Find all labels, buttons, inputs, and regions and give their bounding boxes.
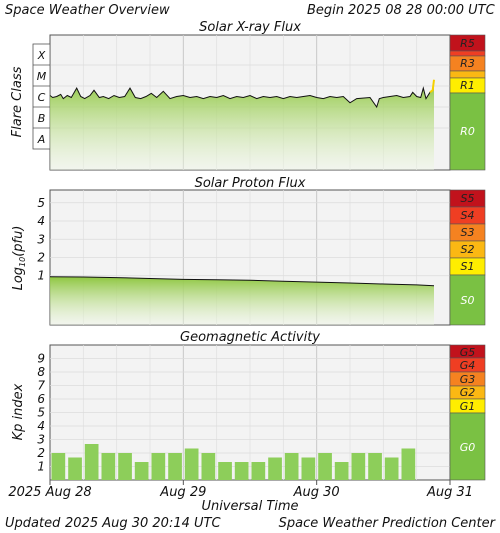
kp-tick-label: 3 bbox=[37, 433, 45, 447]
proton-flux-series bbox=[49, 276, 435, 325]
geomag-scale-g0 bbox=[449, 412, 486, 481]
geomag-title: Geomagnetic Activity bbox=[180, 330, 320, 345]
proton-title: Solar Proton Flux bbox=[195, 176, 306, 191]
kp-tick-label: 7 bbox=[37, 379, 45, 393]
proton-scale-s0-label: S0 bbox=[461, 294, 475, 307]
kp-bar bbox=[84, 444, 99, 480]
xray-panel: X M C B A Flare Class R5 R3 R1 R0 bbox=[10, 34, 486, 171]
begin-value: 2025 08 28 00:00 UTC bbox=[348, 3, 496, 18]
kp-bar bbox=[68, 457, 82, 480]
kp-bar bbox=[384, 457, 399, 480]
kp-bar bbox=[251, 462, 266, 480]
xray-flux-area bbox=[50, 79, 434, 170]
updated-label: Updated bbox=[5, 516, 61, 531]
xray-ylabel: Flare Class bbox=[10, 66, 25, 137]
x-tick-label: Aug 30 bbox=[293, 485, 340, 500]
proton-scale-s1-label: S1 bbox=[461, 260, 475, 273]
proton-flux-line bbox=[49, 276, 435, 287]
xray-flare-rise bbox=[429, 79, 435, 94]
kp-tick-label: 2 bbox=[37, 446, 45, 460]
x-tick-label: 2025 Aug 28 bbox=[8, 485, 91, 500]
kp-bar bbox=[184, 448, 199, 480]
proton-ylabel: Log10(pfu) bbox=[11, 226, 27, 291]
geomag-scale-g4-label: G4 bbox=[460, 359, 476, 372]
proton-panel: 1 2 3 4 5 Log10(pfu) S5 S4 S3 S2 S1 S0 bbox=[11, 189, 486, 326]
geomag-scale: G5 G4 G3 G2 G1 G0 bbox=[449, 344, 486, 481]
overview-title: Space Weather Overview bbox=[5, 3, 170, 18]
xray-class-m: M bbox=[37, 70, 47, 83]
kp-bar bbox=[318, 453, 332, 480]
xray-scale-r2 bbox=[449, 70, 486, 79]
geomag-scale-g2-label: G2 bbox=[460, 386, 476, 399]
kp-tick-label: 9 bbox=[37, 352, 45, 366]
updated-value: 2025 Aug 30 20:14 UTC bbox=[65, 516, 221, 531]
xray-scale-r1-label: R1 bbox=[460, 79, 475, 92]
center-name: Space Weather Prediction Center bbox=[279, 516, 497, 531]
kp-bar bbox=[101, 453, 116, 480]
geomag-scale-g0-label: G0 bbox=[460, 441, 476, 454]
kp-bar bbox=[201, 453, 216, 480]
geomag-gridlines bbox=[50, 345, 450, 480]
proton-y-ticks: 1 2 3 4 5 bbox=[37, 196, 45, 283]
xray-scale-r0 bbox=[449, 92, 486, 171]
kp-bar bbox=[351, 453, 366, 480]
geomag-ylabel: Kp index bbox=[11, 383, 26, 440]
xray-class-a: A bbox=[37, 133, 46, 146]
proton-tick-label: 4 bbox=[37, 214, 45, 228]
kp-bar bbox=[234, 462, 249, 480]
kp-tick-label: 1 bbox=[37, 460, 45, 474]
xray-class-x: X bbox=[37, 49, 46, 62]
kp-bar bbox=[401, 448, 416, 480]
x-tick-label: Aug 29 bbox=[159, 485, 206, 500]
xray-class-b: B bbox=[38, 112, 46, 125]
kp-bar bbox=[218, 462, 232, 480]
geomag-scale-g1-label: G1 bbox=[460, 400, 476, 413]
xray-scale-r3-label: R3 bbox=[460, 57, 475, 70]
proton-scale-s0 bbox=[449, 274, 486, 326]
proton-flux-area bbox=[50, 276, 434, 325]
xray-flux-series bbox=[49, 79, 435, 170]
xray-scale: R5 R3 R1 R0 bbox=[449, 34, 486, 171]
kp-tick-label: 4 bbox=[37, 419, 45, 433]
proton-scale: S5 S4 S3 S2 S1 S0 bbox=[449, 189, 486, 326]
begin-label: Begin bbox=[307, 3, 344, 18]
proton-scale-s4-label: S4 bbox=[461, 209, 475, 222]
kp-tick-label: 6 bbox=[37, 392, 45, 406]
geomag-scale-g3-label: G3 bbox=[460, 373, 476, 386]
kp-bar bbox=[118, 453, 132, 480]
proton-tick-label: 1 bbox=[37, 269, 45, 283]
proton-tick-label: 2 bbox=[37, 251, 45, 265]
kp-bar bbox=[151, 453, 166, 480]
kp-bar bbox=[51, 453, 66, 480]
proton-scale-s3-label: S3 bbox=[461, 226, 475, 239]
kp-bar bbox=[284, 453, 299, 480]
x-axis-ticks: 2025 Aug 28 Aug 29 Aug 30 Aug 31 bbox=[8, 480, 473, 500]
xray-scale-r0-label: R0 bbox=[460, 125, 475, 138]
proton-scale-s5-label: S5 bbox=[461, 192, 475, 205]
kp-bars bbox=[51, 444, 416, 480]
proton-tick-label: 3 bbox=[37, 232, 45, 246]
xray-scale-r5-label: R5 bbox=[460, 37, 475, 50]
kp-bar bbox=[134, 462, 149, 480]
xray-title: Solar X-ray Flux bbox=[199, 20, 301, 35]
xray-flux-line bbox=[49, 86, 431, 109]
kp-tick-label: 5 bbox=[37, 406, 45, 420]
kp-bar bbox=[368, 453, 382, 480]
kp-bar bbox=[168, 453, 182, 480]
kp-bar bbox=[334, 462, 349, 480]
kp-bar bbox=[301, 457, 316, 480]
xray-scale-r4 bbox=[449, 50, 486, 57]
xray-class-c: C bbox=[38, 91, 46, 104]
x-axis-label: Universal Time bbox=[201, 499, 298, 514]
proton-scale-s2-label: S2 bbox=[461, 243, 475, 256]
kp-tick-label: 8 bbox=[37, 365, 45, 379]
kp-bar bbox=[268, 457, 282, 480]
proton-tick-label: 5 bbox=[37, 196, 45, 210]
geomag-scale-g5-label: G5 bbox=[460, 346, 476, 359]
x-tick-label: Aug 31 bbox=[426, 485, 473, 500]
